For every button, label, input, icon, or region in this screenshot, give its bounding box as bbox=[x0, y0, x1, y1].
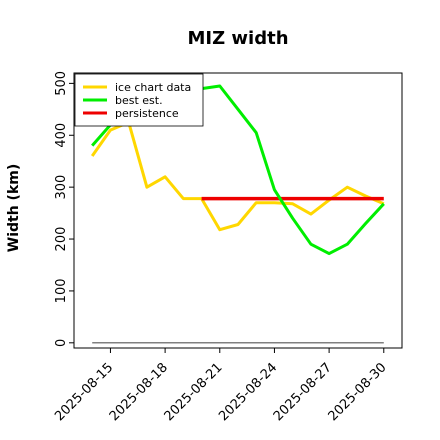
chart-title: MIZ width bbox=[187, 28, 288, 49]
y-tick-label: 0 bbox=[54, 339, 69, 347]
plot-frame bbox=[73, 72, 403, 349]
legend-label: persistence bbox=[115, 107, 179, 120]
y-axis-label: Width (km) bbox=[6, 164, 22, 253]
y-tick-label: 500 bbox=[54, 71, 69, 96]
y-tick-label: 200 bbox=[54, 227, 69, 252]
legend-label: best est. bbox=[115, 94, 163, 107]
x-tick-label: 2025-08-30 bbox=[326, 360, 390, 424]
y-tick-label: 400 bbox=[54, 123, 69, 148]
legend-label: ice chart data bbox=[115, 81, 191, 94]
y-tick-label: 300 bbox=[54, 175, 69, 200]
y-tick-label: 100 bbox=[54, 279, 69, 304]
series-line-ice-chart-data bbox=[90, 120, 385, 232]
